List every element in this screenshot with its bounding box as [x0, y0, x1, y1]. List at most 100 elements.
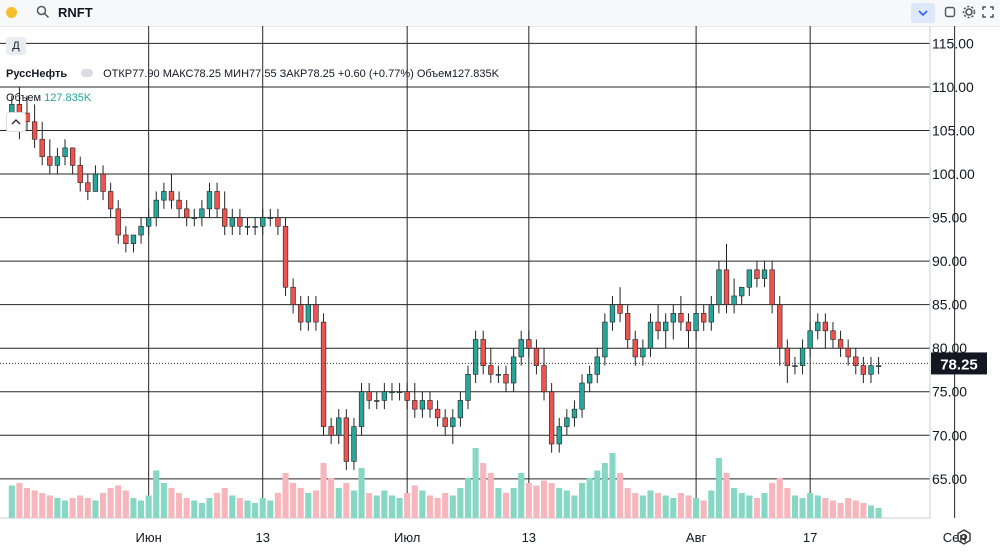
- collapse-legend-button[interactable]: [6, 112, 26, 132]
- legend-pill-icon[interactable]: [81, 69, 94, 77]
- candle-body: [472, 339, 479, 375]
- volume-bar: [693, 498, 700, 518]
- volume-bar: [860, 503, 867, 518]
- volume-bar: [23, 488, 31, 518]
- volume-bar: [343, 483, 350, 518]
- search-icon[interactable]: [36, 5, 50, 19]
- collapse-icon: [11, 118, 21, 125]
- y-tick-label: 90.00: [932, 253, 967, 269]
- volume-bar: [647, 490, 654, 518]
- candle-body: [229, 217, 235, 227]
- volume-bar: [867, 505, 875, 518]
- candle-body: [868, 365, 874, 375]
- candle-body: [777, 304, 783, 349]
- volume-bar: [138, 500, 145, 518]
- y-tick-label: 100.00: [932, 166, 975, 182]
- candle-body: [176, 199, 182, 210]
- volume-bar: [480, 463, 487, 518]
- volume-bar: [31, 490, 38, 518]
- candle-body: [206, 191, 213, 210]
- candle-body: [556, 426, 562, 445]
- volume-bar: [404, 493, 411, 518]
- top-toolbar: RNFT: [0, 0, 1000, 27]
- volume-bar: [571, 495, 578, 518]
- y-tick-label: 80.00: [932, 340, 967, 356]
- candle-body: [244, 225, 251, 228]
- volume-bar: [548, 483, 555, 518]
- candle-body: [336, 417, 342, 436]
- candle-body: [427, 400, 433, 410]
- volume-bar: [100, 493, 107, 518]
- x-tick-label: Июл: [394, 530, 420, 545]
- volume-bar: [609, 453, 616, 518]
- volume-bar: [335, 488, 342, 518]
- x-tick-label: 13: [255, 530, 269, 545]
- candle-body: [419, 400, 426, 410]
- volume-bar: [69, 498, 76, 518]
- volume-bar: [419, 490, 426, 518]
- symbol-search-input[interactable]: RNFT: [58, 5, 93, 20]
- volume-bar: [122, 490, 129, 518]
- candle-body: [510, 356, 517, 384]
- candle-body: [685, 321, 692, 332]
- candle-body: [625, 313, 631, 340]
- volume-bar: [115, 485, 122, 518]
- candle-body: [822, 321, 829, 332]
- candle-body: [716, 269, 722, 305]
- y-tick-label: 115.00: [932, 35, 974, 51]
- candle-body: [769, 269, 775, 305]
- instrument-name: РуссНефть: [6, 68, 68, 80]
- volume-bar: [198, 503, 205, 518]
- y-tick-label: 65.00: [932, 471, 967, 487]
- volume-bar: [594, 470, 601, 518]
- candle-body: [480, 339, 486, 366]
- candle-body: [647, 321, 654, 349]
- settings-gear-icon[interactable]: [962, 5, 976, 19]
- candle-body: [168, 191, 175, 201]
- candle-body: [739, 286, 745, 297]
- candle-body: [860, 365, 867, 375]
- candle-body: [275, 217, 281, 227]
- window-icon[interactable]: [943, 5, 957, 19]
- candle-body: [237, 217, 243, 227]
- candle-body: [282, 225, 289, 288]
- volume-bar: [426, 495, 434, 518]
- candle-body: [678, 313, 684, 323]
- candle-body: [404, 391, 410, 401]
- volume-bar: [282, 473, 289, 518]
- candle-body: [115, 208, 121, 236]
- volume-bar: [670, 498, 677, 518]
- volume-bar: [312, 490, 319, 518]
- candle-body: [503, 374, 509, 384]
- candle-body: [123, 234, 129, 244]
- chart-settings-icon[interactable]: [955, 528, 973, 546]
- y-tick-label: 85.00: [932, 297, 967, 313]
- candle-body: [488, 365, 494, 375]
- candle-body: [526, 339, 532, 349]
- chevron-down-icon: [918, 10, 928, 17]
- candle-body: [837, 339, 844, 349]
- volume-bar: [305, 493, 312, 518]
- candle-body: [579, 382, 585, 410]
- candle-body: [830, 330, 836, 340]
- candle-body: [632, 339, 638, 358]
- volume-bar: [153, 470, 160, 518]
- chevron-down-button[interactable]: [911, 3, 935, 23]
- volume-bar: [130, 498, 137, 518]
- fullscreen-icon[interactable]: [981, 5, 995, 19]
- candle-body: [222, 208, 228, 227]
- candle-body: [853, 356, 859, 366]
- candle-body: [138, 225, 144, 236]
- volume-bar: [396, 498, 403, 518]
- interval-button[interactable]: Д: [6, 37, 26, 55]
- candle-body: [792, 365, 798, 367]
- x-tick-label: Авг: [686, 530, 707, 545]
- candle-body: [191, 217, 197, 219]
- volume-bar: [236, 498, 243, 518]
- volume-bar: [373, 495, 380, 518]
- last-price-label: 78.25: [940, 356, 978, 373]
- candle-body: [533, 347, 540, 366]
- volume-bar: [160, 483, 167, 518]
- candle-body: [465, 374, 471, 401]
- price-chart[interactable]: 115.00 110.00 105.00 100.00 95.00 90.00 85.00 8…: [0, 26, 1000, 555]
